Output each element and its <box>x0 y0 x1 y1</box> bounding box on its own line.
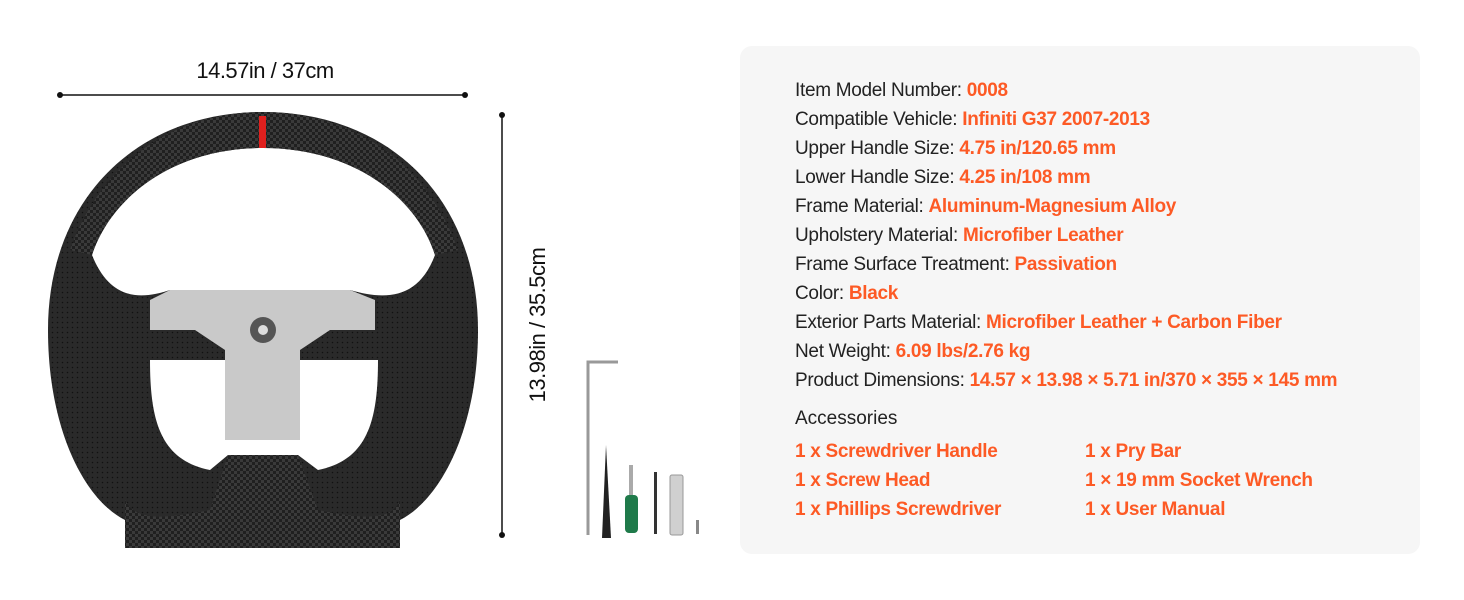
spec-compatible-vehicle: Compatible Vehicle: Infiniti G37 2007-20… <box>795 105 1337 134</box>
spec-color: Color: Black <box>795 279 1337 308</box>
spec-value: Aluminum-Magnesium Alloy <box>928 196 1177 217</box>
spec-value: 0008 <box>966 80 1008 101</box>
spec-label: Exterior Parts Material: <box>795 312 986 333</box>
spec-model-number: Item Model Number: 0008 <box>795 76 1337 105</box>
spec-label: Upper Handle Size: <box>795 138 960 159</box>
spec-lower-handle-size: Lower Handle Size: 4.25 in/108 mm <box>795 163 1337 192</box>
spec-label: Product Dimensions: <box>795 370 970 391</box>
spec-label: Frame Surface Treatment: <box>795 254 1015 275</box>
spec-frame-material: Frame Material: Aluminum-Magnesium Alloy <box>795 192 1337 221</box>
spec-label: Net Weight: <box>795 341 896 362</box>
accessory-tools-image <box>586 360 699 538</box>
accessory-item: 1 x Pry Bar <box>1085 441 1181 462</box>
spec-product-dimensions: Product Dimensions: 14.57 × 13.98 × 5.71… <box>795 366 1338 395</box>
spec-label: Compatible Vehicle: <box>795 109 963 130</box>
spec-value: 4.25 in/108 mm <box>959 167 1091 188</box>
accessory-item: 1 x Phillips Screwdriver <box>795 499 1002 520</box>
height-dimension-label: 13.98in / 35.5cm <box>525 247 550 403</box>
spec-label: Item Model Number: <box>795 80 967 101</box>
spec-exterior-material: Exterior Parts Material: Microfiber Leat… <box>795 308 1337 337</box>
accessories-list: 1 x Screwdriver Handle 1 x Pry Bar 1 x S… <box>795 437 1385 524</box>
spec-net-weight: Net Weight: 6.09 lbs/2.76 kg <box>795 337 1337 366</box>
accessory-item: 1 × 19 mm Socket Wrench <box>1085 470 1313 491</box>
spec-value: Black <box>848 283 899 304</box>
width-dimension-label: 14.57in / 37cm <box>196 58 334 83</box>
spec-surface-treatment: Frame Surface Treatment: Passivation <box>795 250 1337 279</box>
spec-label: Upholstery Material: <box>795 225 963 246</box>
accessories-heading: Accessories <box>795 408 898 429</box>
center-stripe <box>259 116 266 148</box>
spec-value: 4.75 in/120.65 mm <box>959 138 1116 159</box>
spec-value: Infiniti G37 2007-2013 <box>962 109 1150 130</box>
steering-wheel-image <box>48 112 478 548</box>
spec-label: Lower Handle Size: <box>795 167 960 188</box>
spec-value: Microfiber Leather <box>962 225 1124 246</box>
spec-value: 6.09 lbs/2.76 kg <box>895 341 1031 362</box>
accessory-item: 1 x User Manual <box>1085 499 1226 520</box>
accessory-item: 1 x Screw Head <box>795 470 931 491</box>
width-dimension-line <box>57 92 468 98</box>
specifications-panel: Item Model Number: 0008 Compatible Vehic… <box>740 46 1420 554</box>
spec-value: 14.57 × 13.98 × 5.71 in/370 × 355 × 145 … <box>969 370 1338 391</box>
spec-upholstery-material: Upholstery Material: Microfiber Leather <box>795 221 1337 250</box>
spec-list: Item Model Number: 0008 Compatible Vehic… <box>795 76 1338 395</box>
spec-value: Microfiber Leather + Carbon Fiber <box>986 312 1282 333</box>
spec-upper-handle-size: Upper Handle Size: 4.75 in/120.65 mm <box>795 134 1337 163</box>
spec-label: Frame Material: <box>795 196 929 217</box>
product-illustration <box>48 92 699 548</box>
height-dimension-line <box>499 112 505 538</box>
spec-value: Passivation <box>1014 254 1118 275</box>
accessory-item: 1 x Screwdriver Handle <box>795 441 998 462</box>
spec-label: Color: <box>795 283 849 304</box>
